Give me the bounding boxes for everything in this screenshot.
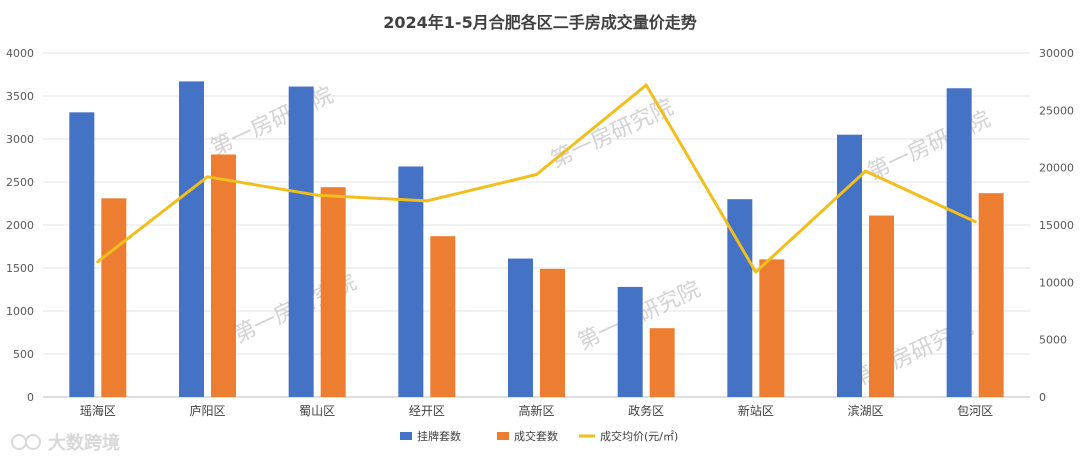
bar-listings <box>946 88 972 397</box>
legend-label: 成交均价(元/㎡) <box>600 429 678 443</box>
bar-listings <box>69 112 95 397</box>
bar-transactions <box>649 328 675 397</box>
legend-label: 挂牌套数 <box>417 429 461 443</box>
right-tick-label: 20000 <box>1039 162 1074 175</box>
bar-transactions <box>759 259 785 397</box>
left-tick-label: 3500 <box>6 90 34 103</box>
right-tick-label: 25000 <box>1039 104 1074 117</box>
line-point <box>535 173 538 177</box>
x-category-label: 政务区 <box>628 403 664 418</box>
line-point <box>864 169 867 173</box>
legend-swatch <box>497 432 509 440</box>
bar-transactions <box>101 198 127 397</box>
x-category-label: 经开区 <box>409 404 445 418</box>
left-tick-label: 2500 <box>6 176 34 189</box>
bar-listings <box>288 86 314 397</box>
chart-title: 2024年1-5月合肥各区二手房成交量价走势 <box>383 13 696 32</box>
x-category-label: 新站区 <box>738 403 774 418</box>
x-category-label: 包河区 <box>957 404 993 418</box>
x-category-label: 庐阳区 <box>189 403 225 418</box>
line-point <box>973 220 977 224</box>
bar-transactions <box>540 268 565 397</box>
legend-swatch <box>400 432 412 440</box>
bar-listings <box>179 81 204 397</box>
right-tick-label: 15000 <box>1039 219 1074 232</box>
bar-transactions <box>211 154 236 397</box>
line-point <box>96 260 100 264</box>
bar-transactions <box>430 236 456 397</box>
bar-transactions <box>978 193 1004 397</box>
brand-logo-text: 大数跨境 <box>48 432 120 454</box>
x-category-label: 滨湖区 <box>847 403 883 418</box>
left-tick-label: 0 <box>27 391 34 404</box>
line-point <box>206 175 209 179</box>
left-tick-label: 4000 <box>6 47 34 60</box>
line-point <box>425 199 429 203</box>
line-point <box>644 83 648 87</box>
line-point <box>754 270 758 274</box>
right-tick-label: 10000 <box>1039 276 1074 289</box>
bar-transactions <box>869 215 894 397</box>
left-tick-label: 3000 <box>6 133 34 146</box>
brand-logo-icon <box>25 434 41 450</box>
left-tick-label: 1000 <box>6 305 34 318</box>
x-category-label: 高新区 <box>518 403 554 418</box>
right-tick-label: 30000 <box>1039 47 1074 60</box>
left-tick-label: 500 <box>13 348 34 361</box>
left-tick-label: 1500 <box>6 262 34 275</box>
bar-transactions <box>320 187 346 397</box>
bar-listings <box>508 258 533 397</box>
bar-listings <box>617 286 643 397</box>
bar-listings <box>837 134 862 397</box>
line-point <box>315 193 319 197</box>
legend-label: 成交套数 <box>514 429 558 443</box>
right-tick-label: 5000 <box>1039 334 1067 347</box>
bar-listings <box>398 166 424 397</box>
x-category-label: 瑶海区 <box>80 403 116 418</box>
left-tick-label: 2000 <box>6 219 34 232</box>
right-tick-label: 0 <box>1039 391 1046 404</box>
x-category-label: 蜀山区 <box>299 404 335 418</box>
